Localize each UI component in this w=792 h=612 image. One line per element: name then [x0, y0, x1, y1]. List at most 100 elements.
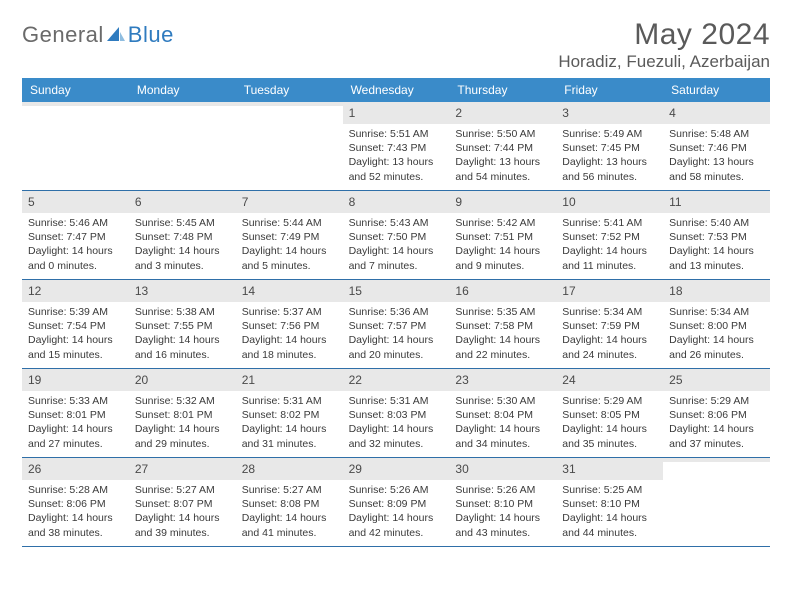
info-sunset: Sunset: 7:43 PM: [349, 141, 444, 155]
day-number-row: [22, 102, 129, 106]
day-number: 17: [562, 284, 575, 298]
info-daylight2: and 38 minutes.: [28, 526, 123, 540]
day-info: Sunrise: 5:40 AMSunset: 7:53 PMDaylight:…: [669, 216, 764, 273]
location-text: Horadiz, Fuezuli, Azerbaijan: [558, 52, 770, 72]
month-title: May 2024: [558, 18, 770, 52]
day-number: 8: [349, 195, 356, 209]
day-number-row: 12: [22, 280, 129, 302]
info-daylight2: and 29 minutes.: [135, 437, 230, 451]
info-daylight1: Daylight: 14 hours: [349, 422, 444, 436]
weekday-tue: Tuesday: [236, 78, 343, 102]
info-daylight2: and 56 minutes.: [562, 170, 657, 184]
info-sunset: Sunset: 7:47 PM: [28, 230, 123, 244]
day-info: Sunrise: 5:33 AMSunset: 8:01 PMDaylight:…: [28, 394, 123, 451]
day-number-row: 5: [22, 191, 129, 213]
info-sunrise: Sunrise: 5:36 AM: [349, 305, 444, 319]
day-cell: 22Sunrise: 5:31 AMSunset: 8:03 PMDayligh…: [343, 369, 450, 457]
info-daylight2: and 20 minutes.: [349, 348, 444, 362]
info-sunset: Sunset: 8:10 PM: [562, 497, 657, 511]
info-daylight1: Daylight: 14 hours: [349, 511, 444, 525]
info-sunset: Sunset: 7:50 PM: [349, 230, 444, 244]
day-number: 16: [455, 284, 468, 298]
week-row: 1Sunrise: 5:51 AMSunset: 7:43 PMDaylight…: [22, 102, 770, 191]
day-info: Sunrise: 5:36 AMSunset: 7:57 PMDaylight:…: [349, 305, 444, 362]
info-daylight1: Daylight: 14 hours: [562, 422, 657, 436]
day-number-row: 24: [556, 369, 663, 391]
day-number-row: 17: [556, 280, 663, 302]
day-number-row: 14: [236, 280, 343, 302]
info-daylight1: Daylight: 14 hours: [28, 333, 123, 347]
info-sunset: Sunset: 8:06 PM: [669, 408, 764, 422]
info-sunrise: Sunrise: 5:46 AM: [28, 216, 123, 230]
info-daylight1: Daylight: 14 hours: [242, 244, 337, 258]
day-info: Sunrise: 5:38 AMSunset: 7:55 PMDaylight:…: [135, 305, 230, 362]
day-cell: 11Sunrise: 5:40 AMSunset: 7:53 PMDayligh…: [663, 191, 770, 279]
info-daylight1: Daylight: 13 hours: [455, 155, 550, 169]
info-sunrise: Sunrise: 5:25 AM: [562, 483, 657, 497]
day-number-row: 16: [449, 280, 556, 302]
day-number: 1: [349, 106, 356, 120]
info-sunset: Sunset: 7:45 PM: [562, 141, 657, 155]
day-info: Sunrise: 5:30 AMSunset: 8:04 PMDaylight:…: [455, 394, 550, 451]
info-daylight1: Daylight: 14 hours: [28, 244, 123, 258]
info-sunrise: Sunrise: 5:39 AM: [28, 305, 123, 319]
info-sunset: Sunset: 7:52 PM: [562, 230, 657, 244]
day-info: Sunrise: 5:26 AMSunset: 8:10 PMDaylight:…: [455, 483, 550, 540]
day-cell: [236, 102, 343, 190]
day-number: 13: [135, 284, 148, 298]
info-sunset: Sunset: 7:54 PM: [28, 319, 123, 333]
weekday-sun: Sunday: [22, 78, 129, 102]
day-info: Sunrise: 5:27 AMSunset: 8:07 PMDaylight:…: [135, 483, 230, 540]
week-row: 19 Sunrise: 5:33 AMSunset: 8:01 PMDayligh…: [22, 369, 770, 458]
info-daylight2: and 9 minutes.: [455, 259, 550, 273]
info-daylight1: Daylight: 14 hours: [242, 422, 337, 436]
weekday-sat: Saturday: [663, 78, 770, 102]
day-number-row: 19: [22, 369, 129, 391]
info-sunset: Sunset: 8:09 PM: [349, 497, 444, 511]
week-row: 12Sunrise: 5:39 AMSunset: 7:54 PMDayligh…: [22, 280, 770, 369]
info-daylight1: Daylight: 13 hours: [349, 155, 444, 169]
info-sunrise: Sunrise: 5:48 AM: [669, 127, 764, 141]
day-cell: [129, 102, 236, 190]
info-sunset: Sunset: 8:07 PM: [135, 497, 230, 511]
info-sunrise: Sunrise: 5:30 AM: [455, 394, 550, 408]
day-number: 26: [28, 462, 41, 476]
day-number: 29: [349, 462, 362, 476]
info-sunrise: Sunrise: 5:31 AM: [242, 394, 337, 408]
day-cell: 31Sunrise: 5:25 AMSunset: 8:10 PMDayligh…: [556, 458, 663, 546]
day-number-row: 31: [556, 458, 663, 480]
day-cell: [663, 458, 770, 546]
info-daylight1: Daylight: 14 hours: [669, 244, 764, 258]
info-daylight1: Daylight: 13 hours: [669, 155, 764, 169]
day-info: Sunrise: 5:29 AMSunset: 8:06 PMDaylight:…: [669, 394, 764, 451]
day-info: Sunrise: 5:28 AMSunset: 8:06 PMDaylight:…: [28, 483, 123, 540]
day-number: 28: [242, 462, 255, 476]
day-number: 14: [242, 284, 255, 298]
day-number-row: 10: [556, 191, 663, 213]
day-number-row: 1: [343, 102, 450, 124]
info-daylight1: Daylight: 14 hours: [562, 333, 657, 347]
info-daylight1: Daylight: 14 hours: [455, 244, 550, 258]
day-cell: 24Sunrise: 5:29 AMSunset: 8:05 PMDayligh…: [556, 369, 663, 457]
info-daylight2: and 16 minutes.: [135, 348, 230, 362]
day-number: 3: [562, 106, 569, 120]
day-number: 20: [135, 373, 148, 387]
day-number-row: 7: [236, 191, 343, 213]
day-cell: 2Sunrise: 5:50 AMSunset: 7:44 PMDaylight…: [449, 102, 556, 190]
day-info: Sunrise: 5:35 AMSunset: 7:58 PMDaylight:…: [455, 305, 550, 362]
day-info: Sunrise: 5:43 AMSunset: 7:50 PMDaylight:…: [349, 216, 444, 273]
day-number-row: 30: [449, 458, 556, 480]
day-number-row: 3: [556, 102, 663, 124]
day-info: Sunrise: 5:27 AMSunset: 8:08 PMDaylight:…: [242, 483, 337, 540]
day-cell: 26 Sunrise: 5:28 AMSunset: 8:06 PMDayligh…: [22, 458, 129, 546]
day-number-row: [236, 102, 343, 106]
day-cell: 28 Sunrise: 5:27 AMSunset: 8:08 PMDayligh…: [236, 458, 343, 546]
info-daylight2: and 11 minutes.: [562, 259, 657, 273]
info-daylight2: and 15 minutes.: [28, 348, 123, 362]
day-number: 31: [562, 462, 575, 476]
day-cell: 19 Sunrise: 5:33 AMSunset: 8:01 PMDayligh…: [22, 369, 129, 457]
day-number-row: 2: [449, 102, 556, 124]
day-info: Sunrise: 5:26 AMSunset: 8:09 PMDaylight:…: [349, 483, 444, 540]
info-daylight2: and 18 minutes.: [242, 348, 337, 362]
info-sunrise: Sunrise: 5:34 AM: [562, 305, 657, 319]
